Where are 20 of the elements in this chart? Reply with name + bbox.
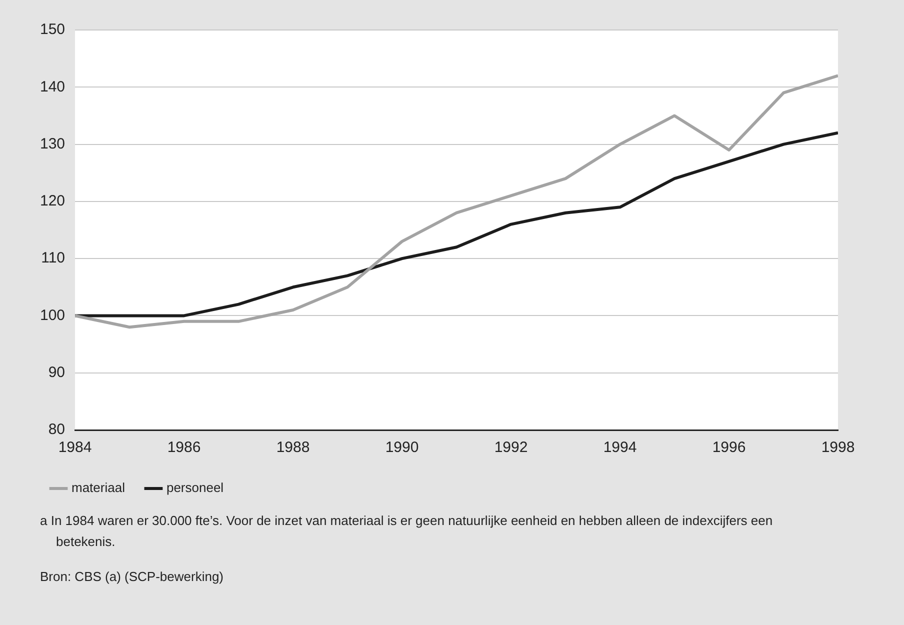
x-tick-label: 1984 — [58, 439, 92, 456]
y-tick-label: 100 — [40, 306, 66, 324]
y-tick-label: 130 — [40, 135, 66, 152]
x-tick-label: 1994 — [603, 439, 637, 456]
x-tick-label: 1986 — [167, 439, 201, 456]
legend-label: personeel — [166, 480, 224, 496]
x-tick-label: 1988 — [276, 439, 310, 456]
x-tick-label: 1998 — [821, 439, 855, 456]
y-tick-label: 140 — [40, 78, 66, 96]
y-tick-label: 90 — [48, 364, 66, 381]
text: a In 1984 waren er 30.000 fte’s. Voor de inzet van materiaal is er geen natuurlijke eenheid en hebben alleen de indexcijfers een betekenis. — [40, 512, 774, 551]
y-tick-label: 80 — [48, 421, 66, 438]
legend-label: materiaal — [72, 480, 126, 496]
x-tick-label: 1996 — [712, 439, 746, 456]
x-tick-label: 1990 — [385, 439, 419, 456]
text: Bron: CBS (a) (SCP-bewerking) — [40, 568, 224, 586]
y-tick-label: 110 — [41, 250, 66, 267]
y-tick-label: 120 — [40, 192, 66, 210]
y-tick-label: 150 — [40, 21, 66, 38]
x-tick-label: 1992 — [494, 439, 528, 456]
